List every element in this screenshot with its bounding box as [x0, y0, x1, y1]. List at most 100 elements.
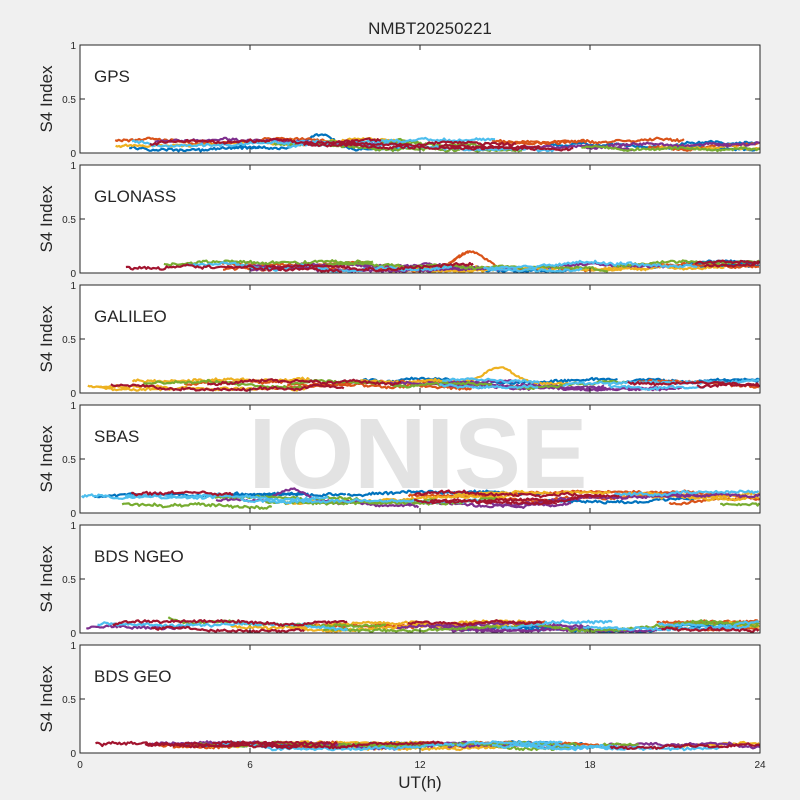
trace-series-5	[439, 383, 539, 390]
y-tick-label: 0	[70, 389, 76, 400]
axes-background	[80, 285, 760, 393]
trace-series-6	[131, 490, 234, 497]
trace-series-5	[607, 383, 706, 392]
traces	[87, 366, 760, 392]
x-axis-label: UT(h)	[398, 773, 441, 792]
trace-series-6	[661, 626, 760, 633]
x-tick-label: 24	[754, 760, 766, 771]
axes-background	[80, 645, 760, 753]
subplot-0: 0 0.5 1 S4 Index GPS	[37, 41, 761, 160]
trace-series-5	[613, 489, 760, 497]
panel-label: GLONASS	[94, 187, 176, 206]
trace-series-6	[703, 262, 760, 268]
subplot-4: 0 0.5 1 S4 Index BDS NGEO	[37, 521, 761, 640]
panel-label: BDS NGEO	[94, 547, 184, 566]
trace-series-2	[453, 489, 611, 497]
trace-series-6	[125, 263, 342, 273]
trace-series-6	[212, 740, 445, 750]
trace-series-1	[491, 136, 685, 145]
subplot-1: 0 0.5 1 S4 Index GLONASS	[37, 161, 761, 280]
trace-series-6	[413, 489, 603, 499]
trace-series-6	[407, 619, 543, 627]
y-tick-label: 0	[70, 629, 76, 640]
y-axis-label: S4 Index	[37, 545, 56, 613]
y-tick-label: 1	[70, 161, 76, 172]
trace-series-4	[491, 742, 639, 752]
y-axis-label: S4 Index	[37, 665, 56, 733]
y-tick-label: 1	[70, 281, 76, 292]
trace-series-4	[720, 502, 760, 507]
trace-series-5	[487, 259, 698, 270]
trace-series-5	[215, 740, 455, 752]
traces	[86, 616, 760, 633]
x-tick-label: 12	[414, 760, 426, 771]
subplot-5: 0 0.5 1 0 6 12 18 24 S4 Index BDS GEO	[37, 641, 766, 771]
trace-series-5	[442, 377, 540, 384]
trace-series-5	[482, 266, 583, 273]
axes-background	[80, 45, 760, 153]
trace-series-0	[232, 133, 399, 152]
trace-series-6	[330, 140, 517, 147]
y-axis-label: S4 Index	[37, 425, 56, 493]
traces	[80, 487, 760, 510]
y-tick-label: 0.5	[62, 215, 76, 226]
panel-label: GALILEO	[94, 307, 167, 326]
y-tick-label: 0.5	[62, 695, 76, 706]
trace-series-6	[144, 740, 338, 748]
panel-label: SBAS	[94, 427, 139, 446]
x-tick-label: 0	[77, 760, 83, 771]
subplot-3: 0 0.5 1 S4 Index SBAS	[37, 401, 761, 520]
trace-series-6	[414, 498, 557, 506]
trace-series-6	[429, 493, 620, 504]
trace-series-5	[97, 621, 349, 632]
trace-series-6	[627, 380, 760, 387]
trace-series-6	[609, 742, 760, 751]
panel-label: BDS GEO	[94, 667, 171, 686]
trace-series-5	[131, 139, 308, 148]
trace-series-3	[428, 625, 670, 633]
x-tick-label: 6	[247, 760, 253, 771]
y-tick-label: 1	[70, 521, 76, 532]
trace-series-5	[492, 743, 721, 752]
y-tick-label: 0.5	[62, 455, 76, 466]
trace-series-2	[230, 620, 430, 631]
trace-series-4	[377, 140, 486, 148]
trace-series-6	[694, 259, 760, 266]
trace-series-6	[110, 383, 345, 392]
trace-series-4	[389, 381, 493, 389]
trace-series-5	[456, 740, 563, 747]
trace-series-6	[149, 137, 382, 146]
subplot-stack: 0 0.5 1 S4 Index GPS 0 0.5 1 S4 Index GLONASS 0 0.5…	[37, 41, 766, 771]
y-tick-label: 0.5	[62, 335, 76, 346]
y-tick-label: 1	[70, 41, 76, 52]
y-axis-label: S4 Index	[37, 305, 56, 373]
y-tick-label: 1	[70, 641, 76, 652]
trace-series-4	[581, 144, 760, 153]
trace-series-5	[501, 619, 613, 630]
figure-title: NMBT20250221	[368, 19, 492, 38]
trace-series-6	[206, 378, 402, 387]
trace-series-6	[95, 740, 300, 750]
trace-series-6	[265, 261, 474, 273]
traces	[114, 133, 760, 153]
y-tick-label: 0	[70, 749, 76, 760]
y-tick-label: 0	[70, 149, 76, 160]
y-tick-label: 0.5	[62, 575, 76, 586]
trace-series-6	[112, 618, 348, 628]
trace-series-4	[121, 501, 273, 510]
trace-series-4	[163, 259, 374, 267]
trace-series-6	[150, 625, 305, 633]
y-axis-label: S4 Index	[37, 65, 56, 133]
y-tick-label: 0	[70, 269, 76, 280]
subplot-2: 0 0.5 1 S4 Index GALILEO	[37, 281, 761, 400]
y-axis-label: S4 Index	[37, 185, 56, 253]
axes-background	[80, 525, 760, 633]
trace-series-5	[80, 493, 329, 502]
axes-background	[80, 165, 760, 273]
panel-label: GPS	[94, 67, 130, 86]
x-tick-label: 18	[584, 760, 596, 771]
traces	[95, 740, 760, 752]
y-tick-label: 0.5	[62, 95, 76, 106]
trace-series-4	[678, 619, 760, 626]
